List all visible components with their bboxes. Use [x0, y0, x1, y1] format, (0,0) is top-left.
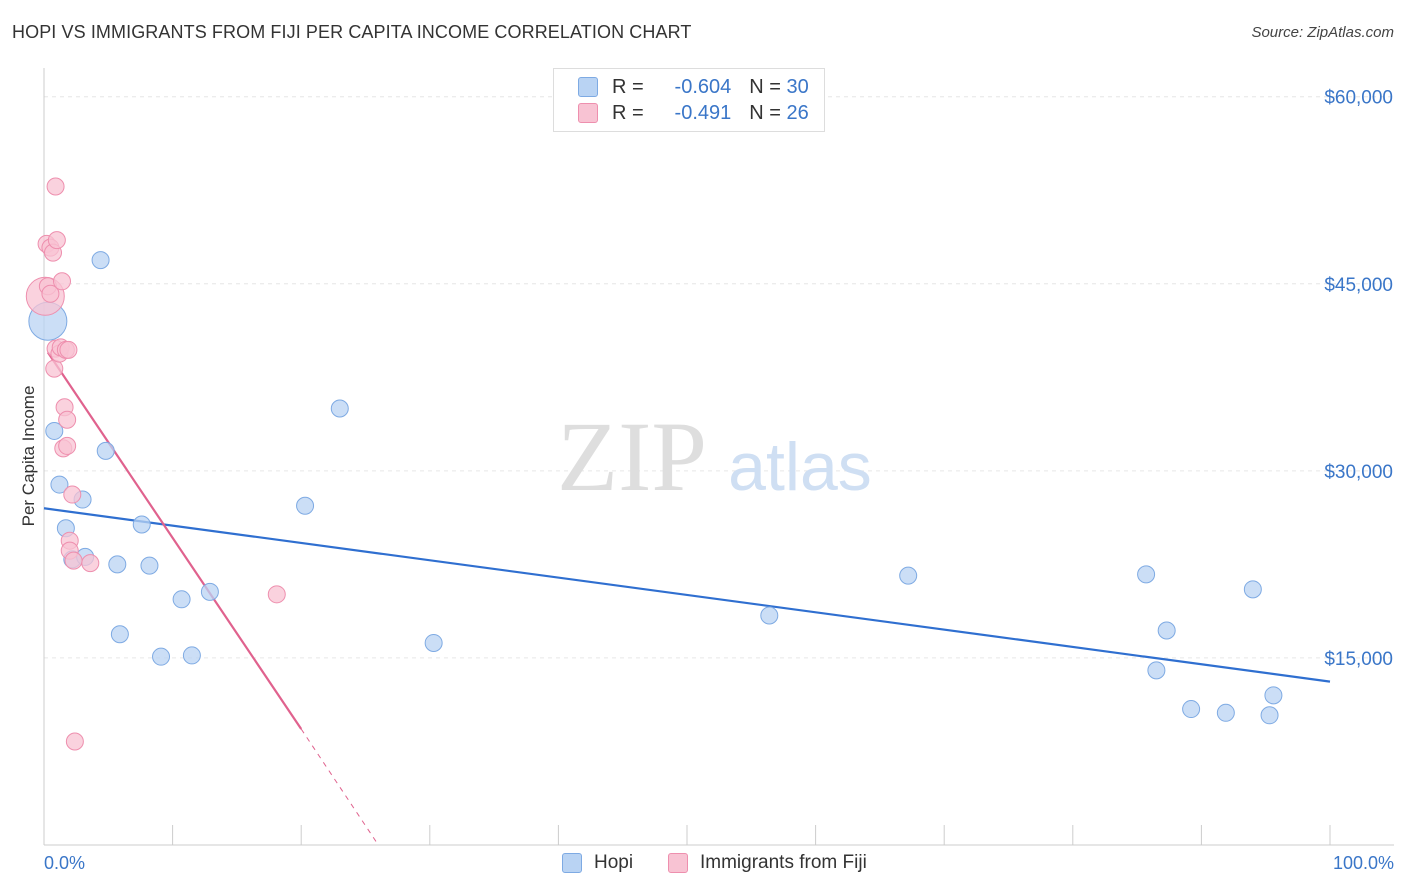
fiji-legend-swatch: [668, 853, 688, 873]
hopi-point-15[interactable]: [182, 646, 201, 665]
legend-item-fiji[interactable]: Immigrants from Fiji: [668, 852, 867, 874]
hopi-r-label: R =: [612, 75, 644, 98]
hopi-legend-label: Hopi: [594, 852, 634, 873]
fiji-point-18[interactable]: [59, 340, 78, 359]
hopi-point-2[interactable]: [50, 475, 69, 494]
hopi-point-8[interactable]: [96, 441, 115, 460]
hopi-point-19[interactable]: [424, 633, 443, 652]
hopi-point-21[interactable]: [899, 566, 918, 585]
fiji-trend-line: [46, 351, 303, 730]
x-tick-label-right: 100.0%: [1333, 853, 1394, 873]
y-tick-label-3: $60,000: [1324, 88, 1393, 109]
legend-item-hopi[interactable]: Hopi: [562, 852, 633, 874]
hopi-point-29[interactable]: [1264, 686, 1283, 705]
hopi-point-22[interactable]: [1137, 565, 1156, 584]
hopi-point-18[interactable]: [330, 399, 349, 418]
fiji-point-4[interactable]: [41, 284, 60, 303]
watermark: ZIP atlas: [557, 401, 872, 512]
y-axis-title: Per Capita Income: [19, 386, 38, 527]
trend-lines: [43, 351, 1331, 846]
hopi-point-14[interactable]: [172, 590, 191, 609]
fiji-point-9[interactable]: [47, 231, 66, 250]
fiji-r-label: R =: [612, 101, 644, 124]
grid-lines: [44, 96, 1394, 659]
watermark-atlas: atlas: [728, 429, 872, 505]
axes: [43, 68, 1394, 846]
hopi-legend-swatch: [562, 853, 582, 873]
hopi-point-25[interactable]: [1182, 700, 1201, 719]
data-points: [25, 177, 1283, 751]
hopi-point-10[interactable]: [110, 625, 129, 644]
hopi-point-11[interactable]: [132, 515, 151, 534]
y-tick-labels: $15,000 $30,000 $45,000 $60,000: [1324, 88, 1393, 670]
legend-row-hopi: R = -0.604 N = 30: [578, 75, 809, 99]
stats-legend: R = -0.604 N = 30 R = -0.491 N = 26: [553, 68, 825, 132]
y-tick-label-1: $30,000: [1324, 462, 1393, 483]
hopi-point-7[interactable]: [91, 251, 110, 270]
hopi-point-16[interactable]: [200, 582, 219, 601]
hopi-point-9[interactable]: [108, 555, 127, 574]
hopi-trend-line: [43, 507, 1331, 683]
hopi-point-26[interactable]: [1216, 703, 1235, 722]
hopi-r-value: -0.604: [674, 75, 732, 98]
series-legend: Hopi Immigrants from Fiji: [0, 850, 1406, 878]
fiji-n-label: N =: [749, 101, 781, 124]
fiji-point-25[interactable]: [267, 585, 286, 604]
fiji-point-21[interactable]: [63, 485, 82, 504]
y-tick-label-2: $45,000: [1324, 275, 1393, 296]
hopi-n-value: 30: [786, 75, 809, 98]
fiji-point-17[interactable]: [58, 410, 77, 429]
hopi-point-1[interactable]: [45, 421, 64, 440]
hopi-point-24[interactable]: [1157, 621, 1176, 640]
x-tick-label-left: 0.0%: [44, 853, 85, 873]
fiji-point-12[interactable]: [53, 272, 72, 291]
fiji-point-8[interactable]: [46, 177, 65, 196]
fiji-trend-extension: [300, 728, 379, 846]
hopi-point-20[interactable]: [760, 606, 779, 625]
y-tick-label-0: $15,000: [1324, 649, 1393, 670]
fiji-point-16[interactable]: [58, 436, 77, 455]
hopi-point-27[interactable]: [1243, 580, 1262, 599]
hopi-point-17[interactable]: [296, 496, 315, 515]
fiji-n-value: 26: [786, 101, 809, 124]
fiji-legend-label: Immigrants from Fiji: [700, 852, 867, 873]
hopi-point-12[interactable]: [140, 556, 159, 575]
fiji-point-6[interactable]: [45, 359, 64, 378]
source-label: Source: ZipAtlas.com: [1251, 24, 1394, 41]
fiji-point-24[interactable]: [81, 554, 100, 573]
hopi-n-label: N =: [749, 75, 781, 98]
legend-row-fiji: R = -0.491 N = 26: [578, 101, 809, 125]
chart-title: HOPI VS IMMIGRANTS FROM FIJI PER CAPITA …: [12, 22, 692, 42]
hopi-point-28[interactable]: [1260, 706, 1279, 725]
hopi-point-13[interactable]: [152, 647, 171, 666]
watermark-zip: ZIP: [557, 401, 707, 512]
fiji-point-23[interactable]: [65, 732, 84, 751]
hopi-swatch: [578, 77, 598, 97]
x-ticks: [43, 825, 1331, 845]
fiji-swatch: [578, 103, 598, 123]
fiji-point-22[interactable]: [64, 551, 83, 570]
fiji-r-value: -0.491: [674, 101, 732, 124]
hopi-point-23[interactable]: [1147, 661, 1166, 680]
